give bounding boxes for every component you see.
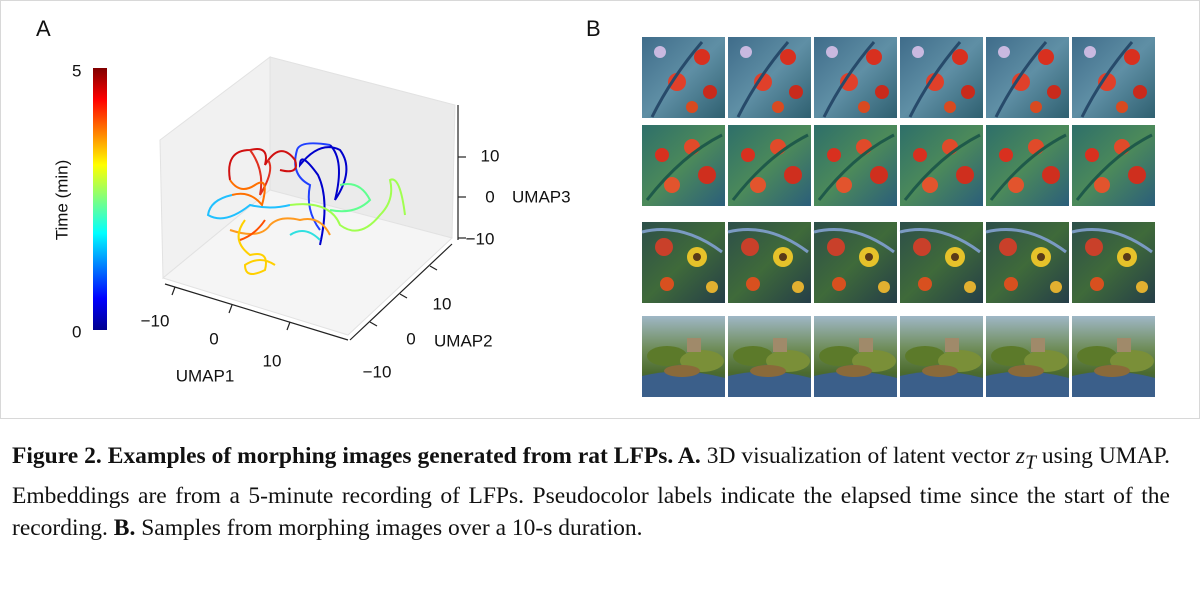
axis-label: UMAP1	[176, 366, 235, 385]
colorbar-tick: 0	[72, 322, 81, 341]
caption-text: Samples from morphing images over a 10-s…	[135, 514, 643, 541]
panel-letter: A	[36, 16, 51, 41]
image-grid	[640, 35, 1157, 397]
3d-box	[159, 55, 456, 336]
colorbar	[93, 68, 107, 330]
figure: A 5 0 Time (min) −10 0 10 UMAP1 10 0 −10…	[0, 0, 1200, 419]
axis-tick-label: 0	[485, 187, 494, 206]
colorbar-tick: 5	[72, 61, 81, 80]
caption-sub: T	[1025, 452, 1036, 474]
axes	[164, 105, 466, 341]
caption-text: 3D visualization of latent vector	[700, 443, 1016, 469]
axis-tick-label: 0	[209, 329, 218, 348]
caption-lead: Figure 2. Examples of morphing images ge…	[12, 443, 701, 469]
axis-tick-label: 10	[481, 146, 500, 165]
panel-letter: B	[586, 16, 601, 41]
colorbar-label: Time (min)	[52, 160, 71, 241]
axis-tick-label: 10	[263, 351, 282, 370]
axis-tick-label: −10	[141, 311, 170, 330]
caption-lead: B.	[113, 514, 136, 541]
caption-var: z	[1015, 443, 1026, 469]
axis-label: UMAP2	[434, 331, 493, 350]
caption: Figure 2. Examples of morphing images ge…	[12, 440, 1170, 544]
axis-tick-label: 10	[433, 294, 452, 313]
trajectory	[206, 142, 406, 275]
caption-text: using UMAP. Embeddings are from a 5-minu…	[12, 443, 1171, 541]
axis-label: UMAP3	[512, 187, 571, 206]
axis-tick-label: −10	[466, 229, 495, 248]
axis-tick-label: −10	[363, 362, 392, 381]
axis-tick-label: 0	[406, 329, 415, 348]
